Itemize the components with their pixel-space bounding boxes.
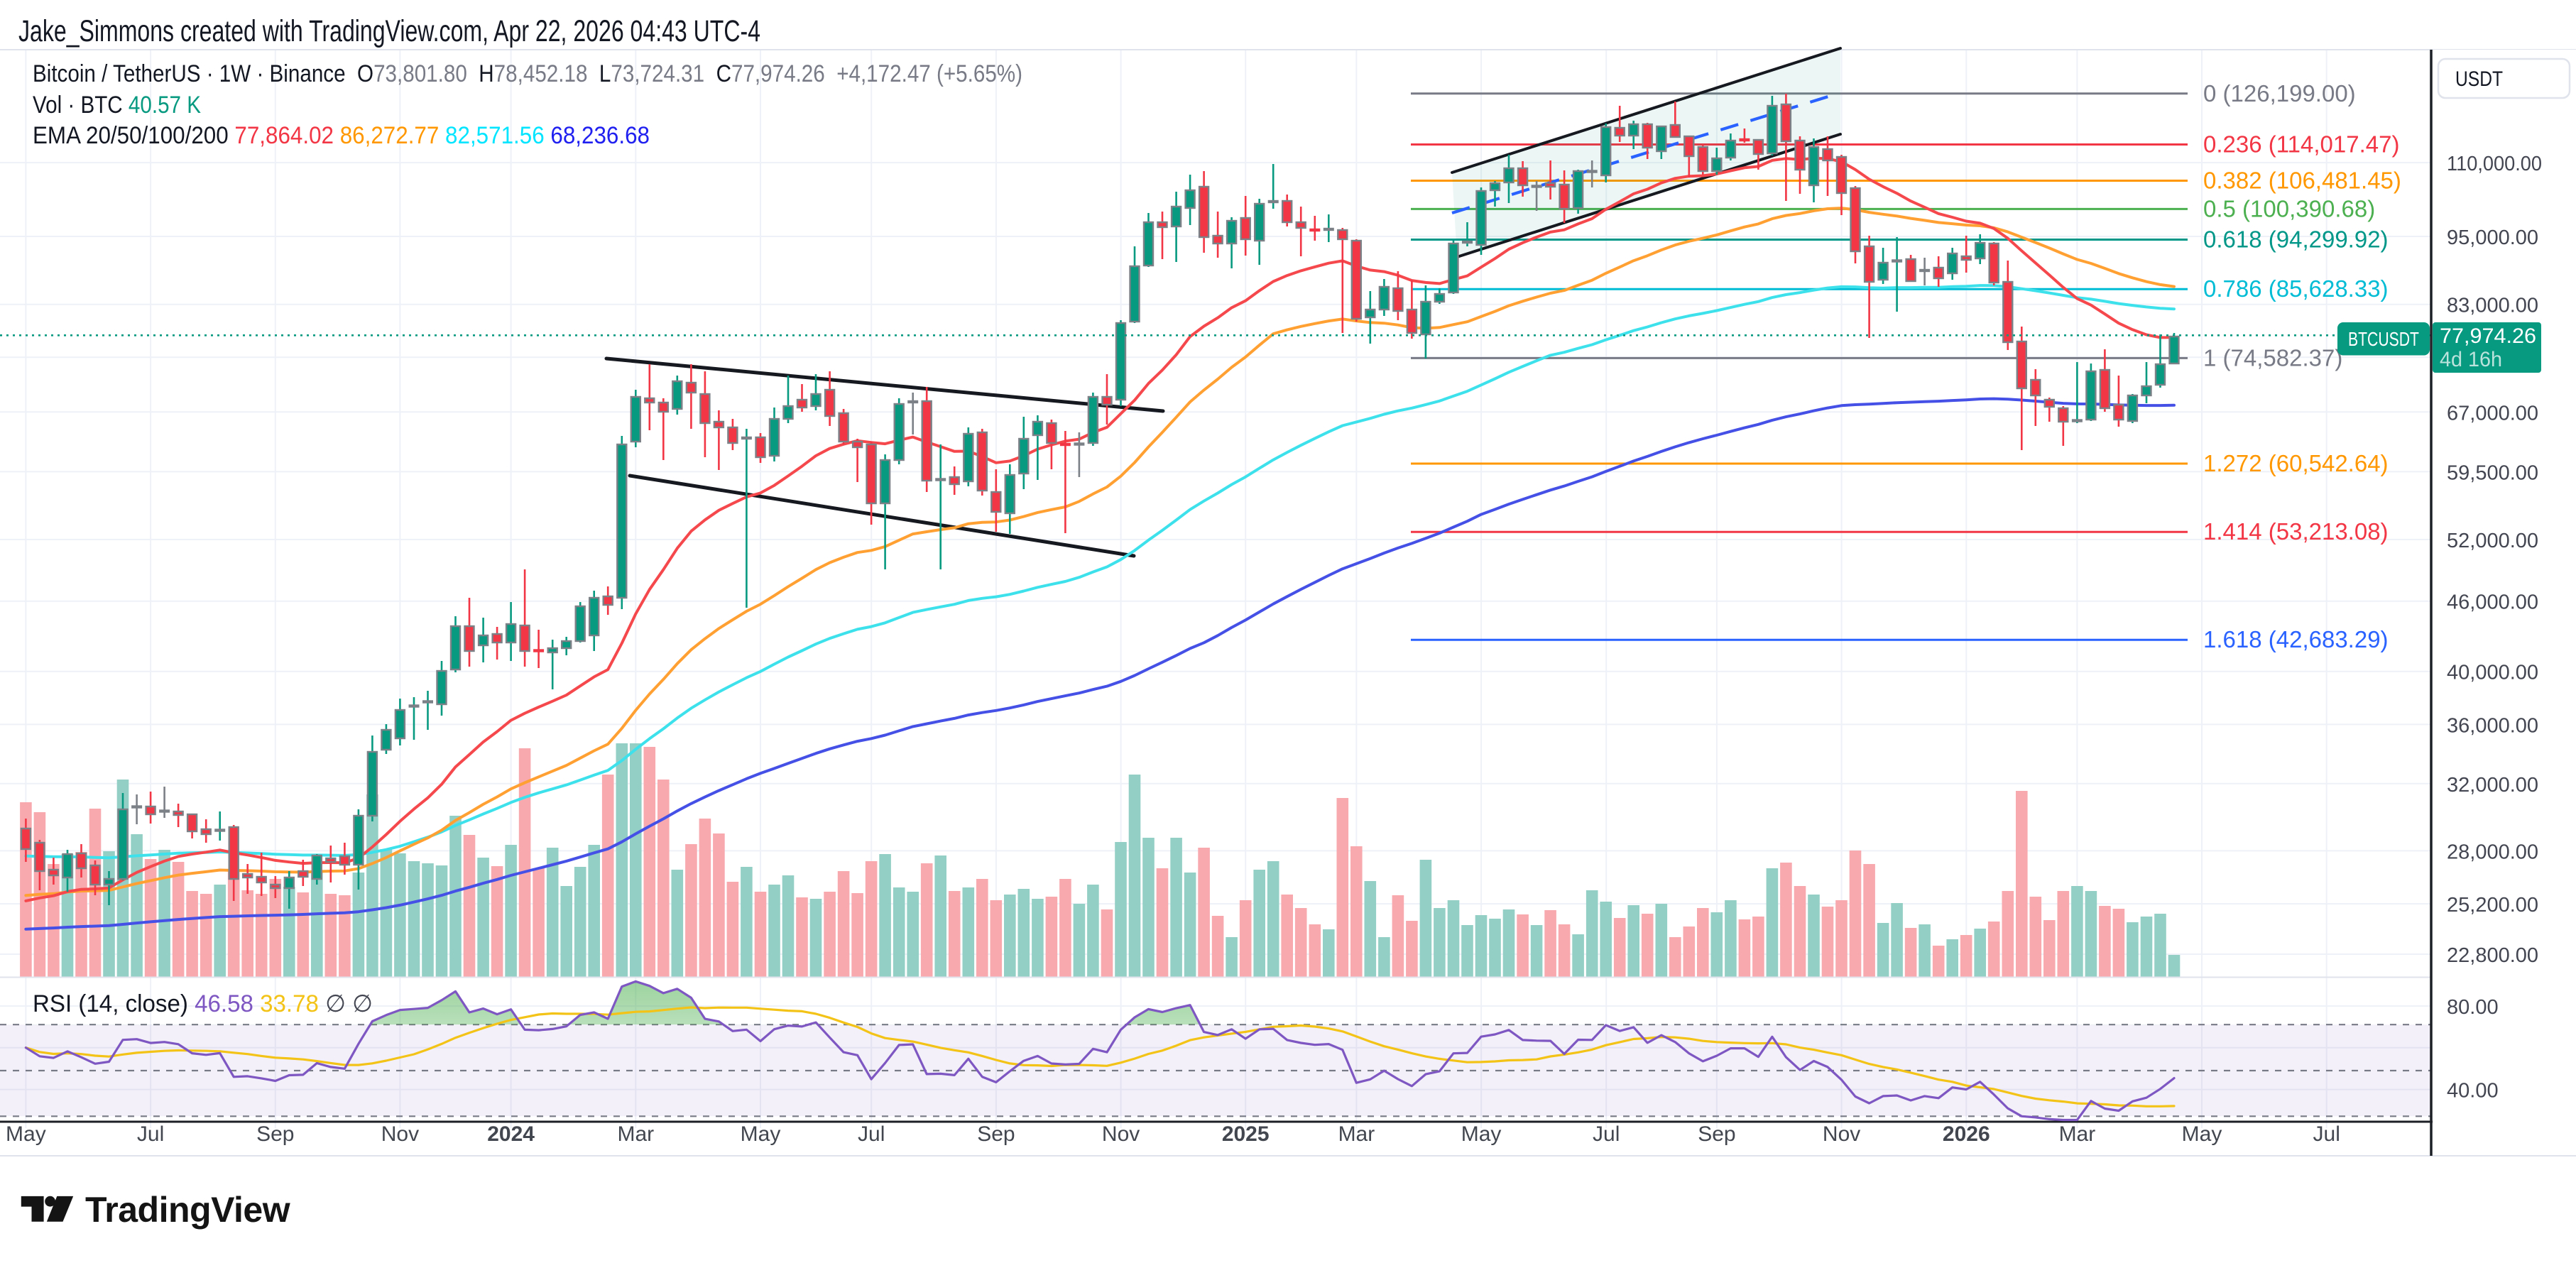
svg-text:Nov: Nov xyxy=(381,1122,419,1146)
svg-text:2025: 2025 xyxy=(1222,1122,1270,1146)
svg-text:52,000.00: 52,000.00 xyxy=(2447,530,2538,552)
svg-text:4d 16h: 4d 16h xyxy=(2440,348,2502,371)
svg-text:Mar: Mar xyxy=(1338,1122,1375,1146)
svg-text:Sep: Sep xyxy=(977,1122,1015,1146)
svg-text:0.618 (94,299.92): 0.618 (94,299.92) xyxy=(2203,226,2389,253)
svg-text:Jul: Jul xyxy=(858,1122,885,1146)
svg-text:59,500.00: 59,500.00 xyxy=(2447,461,2538,484)
svg-text:Jake_Simmons created with Trad: Jake_Simmons created with TradingView.co… xyxy=(18,14,760,48)
svg-text:77,974.26: 77,974.26 xyxy=(2440,324,2536,348)
svg-text:0 (126,199.00): 0 (126,199.00) xyxy=(2203,80,2356,106)
svg-text:May: May xyxy=(741,1122,781,1146)
svg-text:EMA 20/50/100/200 77,864.02: EMA 20/50/100/200 77,864.02 86,272.77 82… xyxy=(33,122,650,149)
svg-text:Jul: Jul xyxy=(1593,1122,1620,1146)
svg-text:TradingView: TradingView xyxy=(85,1190,290,1230)
svg-text:Nov: Nov xyxy=(1102,1122,1140,1146)
svg-text:May: May xyxy=(6,1122,46,1146)
svg-text:1.618 (42,683.29): 1.618 (42,683.29) xyxy=(2203,626,2389,652)
svg-text:0.786 (85,628.33): 0.786 (85,628.33) xyxy=(2203,275,2389,302)
svg-text:32,000.00: 32,000.00 xyxy=(2447,774,2538,797)
svg-text:0.5 (100,390.68): 0.5 (100,390.68) xyxy=(2203,195,2375,222)
svg-text:83,000.00: 83,000.00 xyxy=(2447,295,2538,317)
svg-text:May: May xyxy=(2182,1122,2222,1146)
svg-text:Bitcoin / TetherUS · 1W · Bina: Bitcoin / TetherUS · 1W · Binance O73,80… xyxy=(33,60,1022,87)
svg-text:2024: 2024 xyxy=(487,1122,535,1146)
svg-text:Mar: Mar xyxy=(2059,1122,2096,1146)
svg-text:95,000.00: 95,000.00 xyxy=(2447,226,2538,249)
svg-text:Jul: Jul xyxy=(2313,1122,2340,1146)
svg-text:Vol · BTC 40.57 K: Vol · BTC 40.57 K xyxy=(33,92,201,119)
svg-text:RSI (14, close) 46.58 33.78: RSI (14, close) 46.58 33.78 ∅ ∅ xyxy=(33,990,373,1017)
svg-text:22,800.00: 22,800.00 xyxy=(2447,944,2538,967)
svg-text:0.382 (106,481.45): 0.382 (106,481.45) xyxy=(2203,168,2401,194)
svg-text:1.272 (60,542.64): 1.272 (60,542.64) xyxy=(2203,450,2389,476)
svg-text:Sep: Sep xyxy=(256,1122,294,1146)
svg-text:May: May xyxy=(1461,1122,1502,1146)
svg-text:80.00: 80.00 xyxy=(2447,996,2499,1019)
svg-text:Mar: Mar xyxy=(617,1122,654,1146)
svg-text:BTCUSDT: BTCUSDT xyxy=(2348,328,2419,350)
svg-text:25,200.00: 25,200.00 xyxy=(2447,894,2538,917)
svg-text:Jul: Jul xyxy=(137,1122,164,1146)
svg-text:0.236 (114,017.47): 0.236 (114,017.47) xyxy=(2203,131,2399,158)
svg-text:46,000.00: 46,000.00 xyxy=(2447,591,2538,614)
svg-text:1.414 (53,213.08): 1.414 (53,213.08) xyxy=(2203,518,2389,545)
svg-text:40.00: 40.00 xyxy=(2447,1080,2499,1103)
svg-text:Sep: Sep xyxy=(1698,1122,1735,1146)
svg-text:36,000.00: 36,000.00 xyxy=(2447,714,2538,737)
svg-text:28,000.00: 28,000.00 xyxy=(2447,841,2538,863)
svg-text:1 (74,582.37): 1 (74,582.37) xyxy=(2203,344,2342,371)
svg-text:USDT: USDT xyxy=(2455,67,2503,91)
svg-text:40,000.00: 40,000.00 xyxy=(2447,662,2538,684)
svg-text:2026: 2026 xyxy=(1943,1122,1990,1146)
svg-text:Nov: Nov xyxy=(1823,1122,1860,1146)
svg-text:110,000.00: 110,000.00 xyxy=(2447,153,2542,175)
svg-text:67,000.00: 67,000.00 xyxy=(2447,402,2538,425)
